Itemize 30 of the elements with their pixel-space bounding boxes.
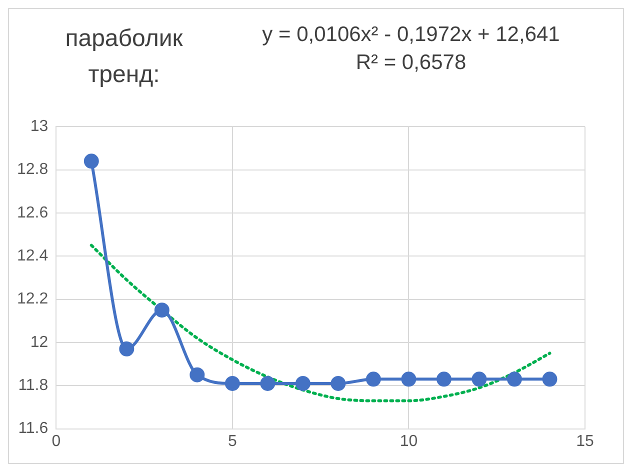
y-tick-label: 12 bbox=[30, 334, 48, 351]
line-series bbox=[90, 244, 552, 402]
y-tick-label: 12.6 bbox=[17, 204, 48, 222]
x-tick-label: 15 bbox=[576, 432, 594, 450]
point bbox=[295, 376, 310, 391]
point bbox=[401, 372, 416, 387]
x-tick-label: 10 bbox=[400, 432, 418, 450]
text: R² = 0,6578 bbox=[354, 50, 468, 76]
y-tick-label: 11.6 bbox=[18, 420, 48, 438]
point bbox=[506, 372, 522, 387]
y-tick-label: 12.2 bbox=[17, 290, 48, 308]
y-tick-label: 13 bbox=[30, 118, 48, 136]
point bbox=[472, 372, 487, 387]
point bbox=[224, 376, 240, 391]
point bbox=[84, 154, 99, 169]
point bbox=[330, 376, 346, 391]
point bbox=[366, 372, 381, 387]
y-tick-label: 11.8 bbox=[18, 377, 48, 394]
point bbox=[436, 372, 452, 387]
x-tick-label: 0 bbox=[52, 432, 61, 450]
point bbox=[119, 341, 134, 356]
x-tick-label: 5 bbox=[228, 432, 237, 450]
point bbox=[260, 376, 276, 391]
y-tick-label: 12.4 bbox=[17, 248, 48, 265]
chart-title: параболик тренд: bbox=[64, 24, 184, 90]
point bbox=[190, 367, 205, 382]
point bbox=[542, 372, 558, 387]
y-tick-label: 12.8 bbox=[17, 161, 48, 178]
text: y = 0,0106x² - 0,1972x + 12,641 bbox=[261, 22, 561, 48]
point bbox=[154, 302, 170, 318]
